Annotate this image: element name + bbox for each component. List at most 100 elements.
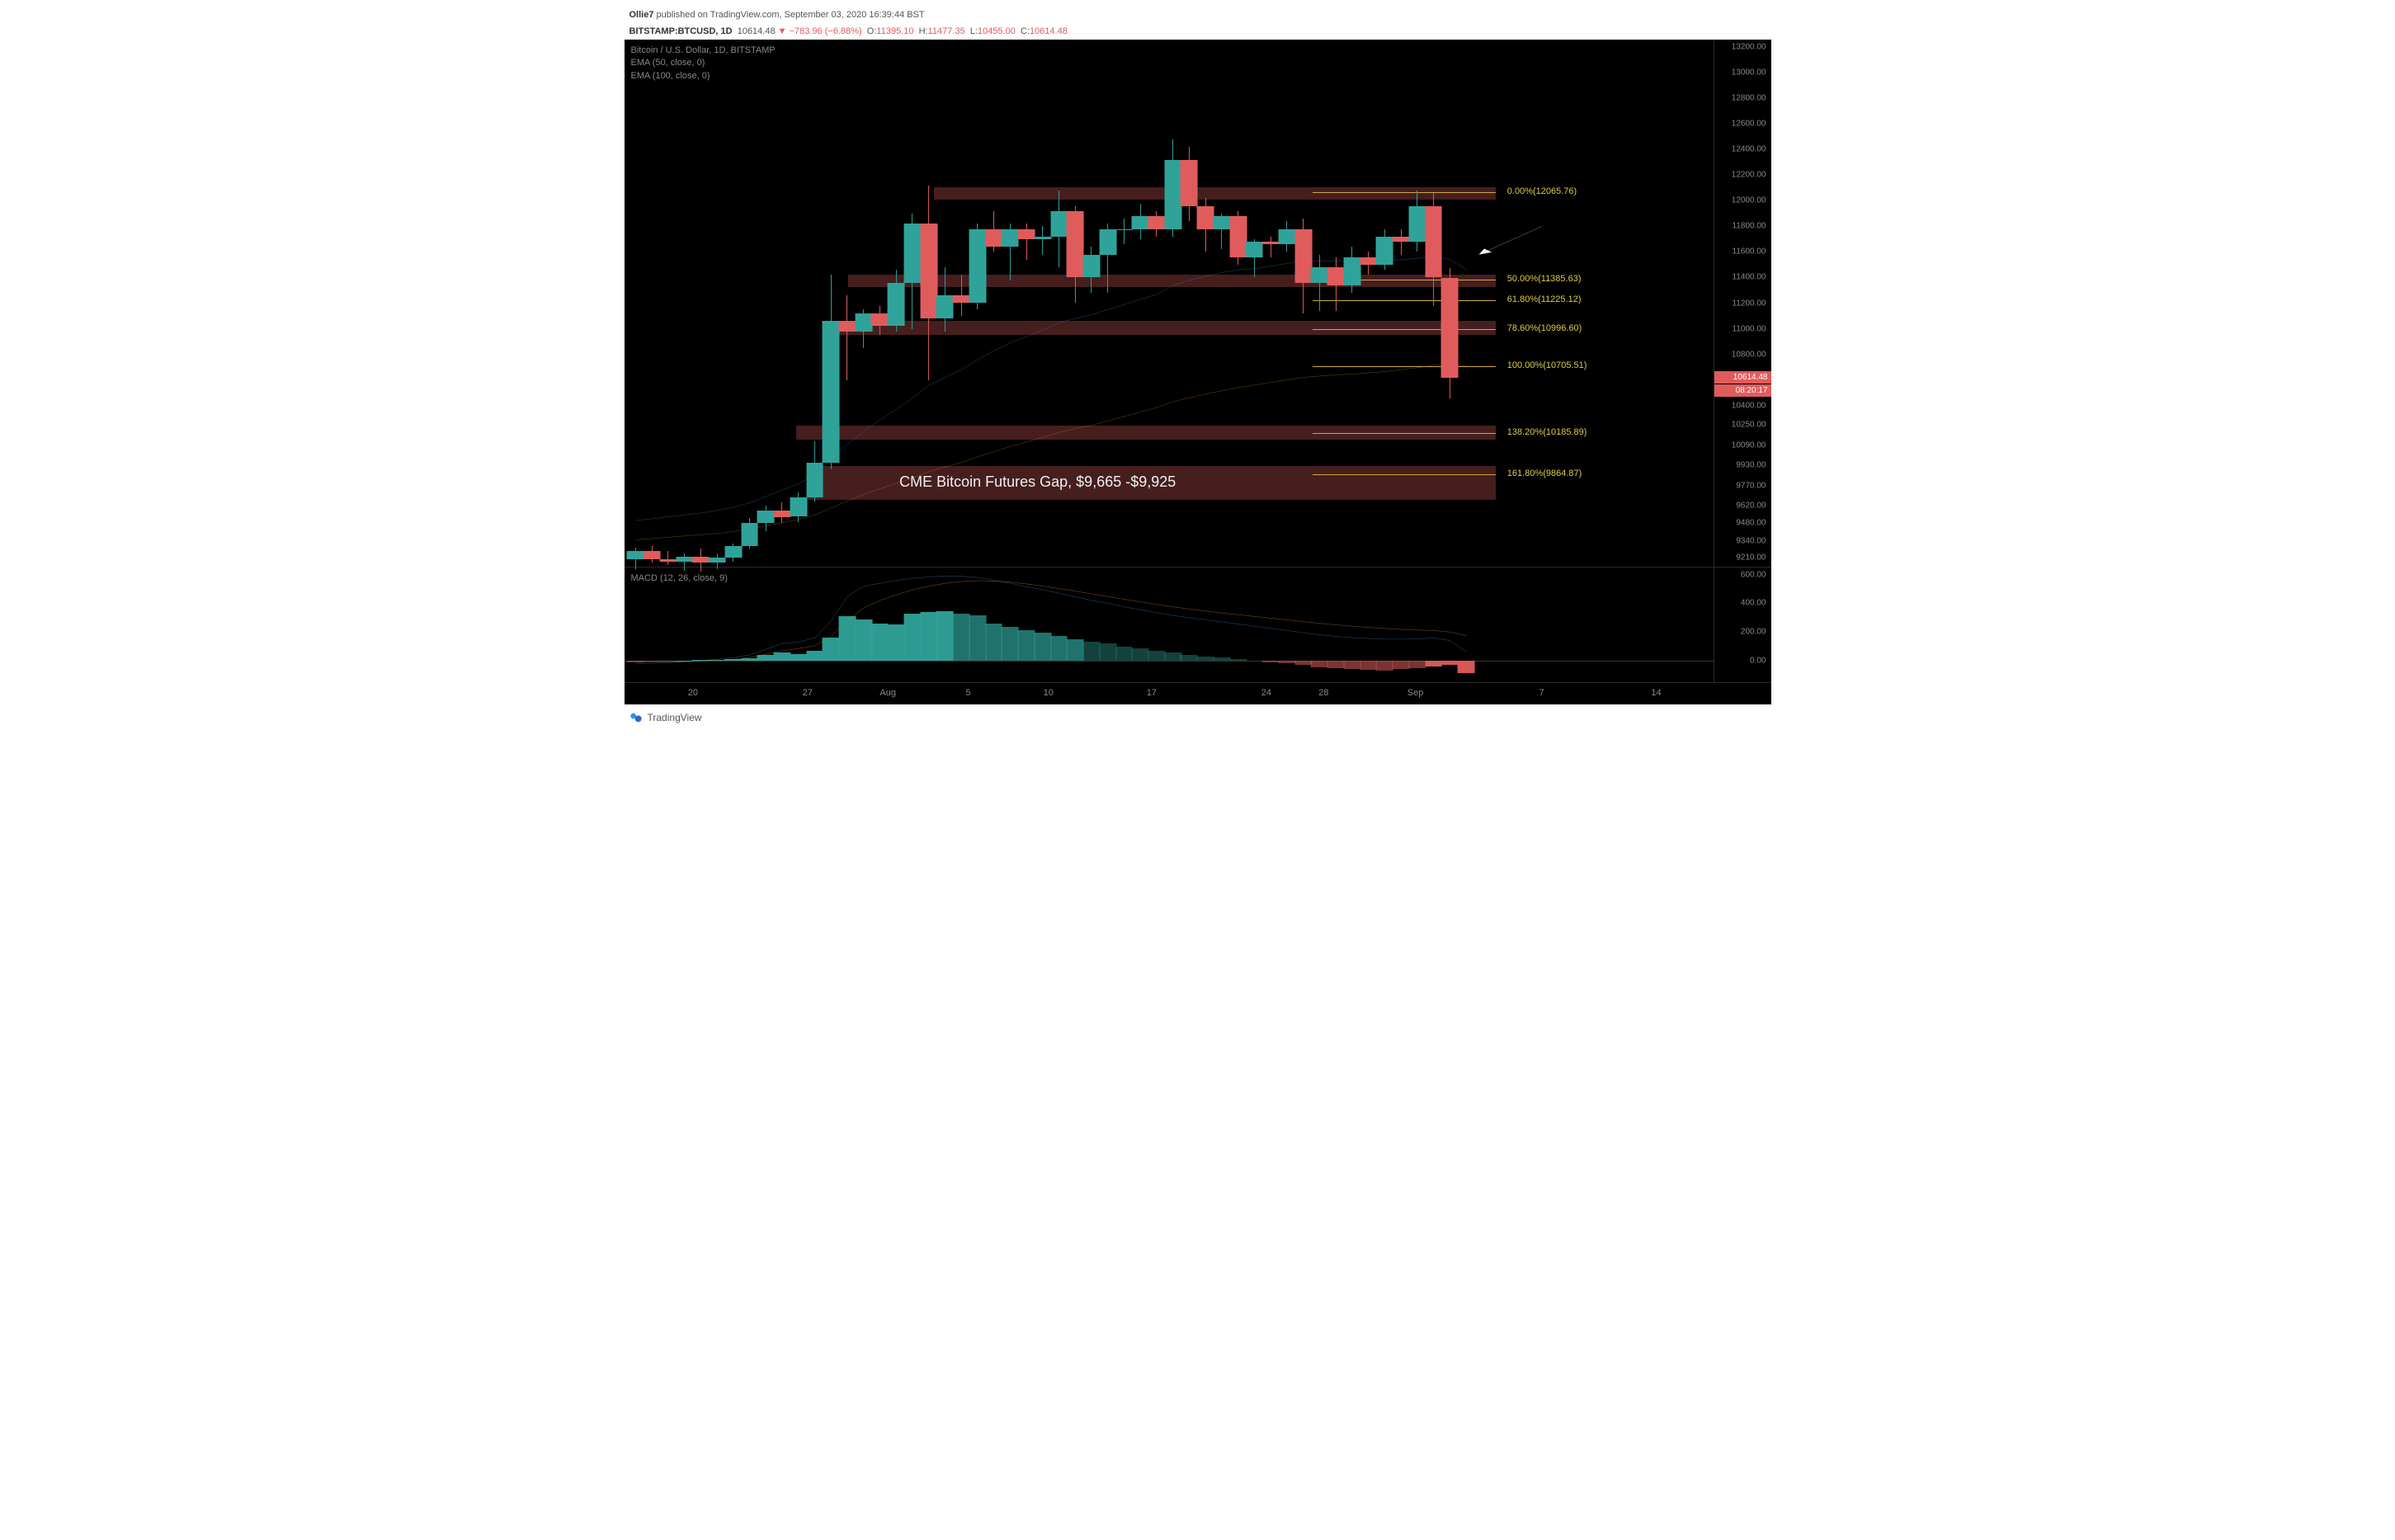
price-tick: 12200.00 xyxy=(1732,171,1766,180)
candle[interactable] xyxy=(692,40,710,567)
candle[interactable] xyxy=(627,40,644,567)
price-tick: 9620.00 xyxy=(1736,501,1766,510)
candle[interactable] xyxy=(1083,40,1101,567)
macd-hist-bar xyxy=(1197,657,1214,661)
macd-hist-bar xyxy=(823,638,840,661)
candle[interactable] xyxy=(1229,40,1247,567)
close: 10614.48 xyxy=(1030,26,1068,36)
candle[interactable] xyxy=(1327,40,1345,567)
candle[interactable] xyxy=(757,40,775,567)
candle[interactable] xyxy=(724,40,742,567)
candle[interactable] xyxy=(1376,40,1393,567)
candle[interactable] xyxy=(1115,40,1133,567)
price-tick: 10250.00 xyxy=(1732,420,1766,429)
candle[interactable] xyxy=(790,40,807,567)
high: 11477.35 xyxy=(928,26,965,36)
macd-hist-bar xyxy=(920,612,937,661)
macd-panel[interactable]: MACD (12, 26, close, 9) 0.00200.00400.00… xyxy=(625,567,1771,683)
candle[interactable] xyxy=(969,40,986,567)
candle[interactable] xyxy=(1343,40,1360,567)
candle[interactable] xyxy=(774,40,791,567)
macd-hist-bar xyxy=(741,658,758,661)
macd-hist-bar xyxy=(1458,661,1475,673)
candle[interactable] xyxy=(823,40,840,567)
candle[interactable] xyxy=(806,40,823,567)
macd-zero-line xyxy=(625,661,1714,662)
candle[interactable] xyxy=(1132,40,1149,567)
candle[interactable] xyxy=(1262,40,1280,567)
price-tick: 11600.00 xyxy=(1733,247,1766,257)
candle[interactable] xyxy=(1278,40,1295,567)
last-price: 10614.48 xyxy=(738,26,776,36)
macd-hist-bar xyxy=(936,611,954,661)
candle[interactable] xyxy=(1425,40,1442,567)
candle[interactable] xyxy=(1002,40,1019,567)
candle[interactable] xyxy=(1018,40,1035,567)
macd-hist-bar xyxy=(790,654,807,661)
open: 11395.10 xyxy=(876,26,913,36)
macd-tick: 400.00 xyxy=(1741,599,1766,608)
candle[interactable] xyxy=(1246,40,1263,567)
macd-hist-bar xyxy=(855,619,872,661)
candle[interactable] xyxy=(1441,40,1459,567)
price-tick: 10800.00 xyxy=(1732,350,1766,359)
candle[interactable] xyxy=(1050,40,1068,567)
candle[interactable] xyxy=(1294,40,1312,567)
candle[interactable] xyxy=(1181,40,1198,567)
macd-hist-bar xyxy=(1050,636,1068,661)
macd-hist-bar xyxy=(1294,661,1312,665)
macd-hist-bar xyxy=(1376,661,1393,671)
candle[interactable] xyxy=(904,40,922,567)
macd-legend: MACD (12, 26, close, 9) xyxy=(631,572,728,585)
macd-hist-bar xyxy=(1278,661,1295,663)
macd-hist-bar xyxy=(1214,657,1231,660)
macd-hist-bar xyxy=(969,615,986,661)
macd-hist-bar xyxy=(1115,647,1133,661)
candle[interactable] xyxy=(1311,40,1328,567)
candle[interactable] xyxy=(936,40,954,567)
time-tick: 17 xyxy=(1147,688,1157,698)
macd-hist-bar xyxy=(1148,651,1166,661)
candle[interactable] xyxy=(1214,40,1231,567)
candle[interactable] xyxy=(1164,40,1181,567)
macd-hist-bar xyxy=(1083,642,1101,661)
candle[interactable] xyxy=(1360,40,1377,567)
fib-label: 138.20%(10185.89) xyxy=(1507,427,1587,437)
candle[interactable] xyxy=(1099,40,1116,567)
candle[interactable] xyxy=(644,40,661,567)
attribution: Ollie7 published on TradingView.com, Sep… xyxy=(625,7,1771,23)
candle[interactable] xyxy=(871,40,889,567)
candle[interactable] xyxy=(1393,40,1410,567)
candle[interactable] xyxy=(659,40,677,567)
macd-hist-bar xyxy=(692,660,710,661)
candle[interactable] xyxy=(953,40,970,567)
macd-hist-bar xyxy=(839,616,856,661)
macd-tick: 200.00 xyxy=(1741,628,1766,637)
macd-hist-bar xyxy=(888,624,905,661)
candle[interactable] xyxy=(1067,40,1084,567)
candle[interactable] xyxy=(1034,40,1051,567)
macd-hist-bar xyxy=(1408,661,1426,668)
macd-hist-bar xyxy=(1311,661,1328,667)
candle[interactable] xyxy=(1197,40,1214,567)
candle[interactable] xyxy=(709,40,726,567)
change: −783.96 (−6.88%) xyxy=(790,26,862,36)
tradingview-logo-icon xyxy=(629,711,643,724)
candle[interactable] xyxy=(920,40,937,567)
candle[interactable] xyxy=(1148,40,1166,567)
candle[interactable] xyxy=(839,40,856,567)
price-chart[interactable]: Bitcoin / U.S. Dollar, 1D, BITSTAMP EMA … xyxy=(625,40,1771,567)
price-tick: 10090.00 xyxy=(1732,440,1766,450)
candle[interactable] xyxy=(888,40,905,567)
macd-hist-bar xyxy=(985,624,1002,661)
macd-signal-line xyxy=(625,567,1771,682)
symbol: BITSTAMP:BTCUSD, 1D xyxy=(629,26,733,36)
low: 10455.00 xyxy=(978,26,1016,36)
countdown-badge: 08:20:17 xyxy=(1714,384,1771,397)
candle[interactable] xyxy=(855,40,872,567)
candle[interactable] xyxy=(741,40,758,567)
candle[interactable] xyxy=(676,40,693,567)
candle[interactable] xyxy=(985,40,1002,567)
candle[interactable] xyxy=(1408,40,1426,567)
price-tick: 11000.00 xyxy=(1733,324,1766,333)
